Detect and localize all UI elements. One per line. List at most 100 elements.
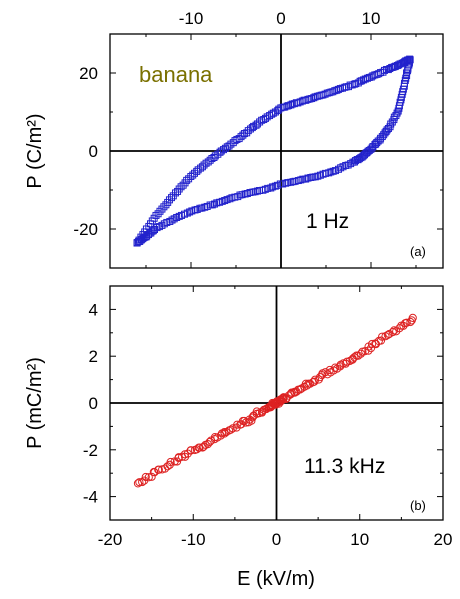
data-point [378, 332, 387, 341]
data-point [198, 163, 206, 171]
y-tick-label: 4 [89, 300, 98, 319]
data-point [327, 168, 335, 176]
data-point [156, 207, 164, 215]
y-tick-label: 20 [79, 64, 98, 83]
data-point [193, 205, 201, 213]
data-point [364, 74, 372, 82]
x-tick-label: -10 [179, 9, 204, 28]
data-point [331, 167, 339, 175]
data-point [287, 101, 295, 109]
data-point [160, 203, 168, 211]
data-point [154, 465, 163, 474]
data-point [149, 227, 157, 235]
panel-a-ticks [110, 33, 443, 269]
panel-b-tag: (b) [410, 498, 426, 513]
data-point [406, 317, 415, 327]
data-point [392, 112, 400, 120]
panel-a-frequency: 1 Hz [306, 210, 349, 233]
x-tick-label: 0 [276, 9, 285, 28]
data-point [264, 184, 272, 192]
data-point [266, 112, 274, 120]
data-point [269, 183, 277, 191]
panel-a-y-axis-title: P (C/m²) [24, 113, 46, 188]
data-point [380, 66, 388, 74]
data-point [395, 324, 404, 333]
data-point [168, 194, 176, 202]
data-point [185, 175, 193, 183]
x-tick-label: 20 [434, 530, 453, 549]
panel-b-frequency: 11.3 kHz [304, 455, 385, 478]
panel-a-tick-labels: -10 0 10 -20 0 20 [73, 9, 380, 239]
data-point [350, 353, 359, 362]
data-point [166, 457, 175, 467]
data-point [239, 131, 247, 139]
data-point [299, 175, 307, 183]
data-point [221, 197, 229, 205]
data-point [226, 425, 235, 434]
data-point [404, 67, 412, 75]
data-point [177, 183, 185, 191]
y-tick-label: -20 [73, 220, 98, 239]
data-point [179, 181, 187, 189]
data-point [217, 429, 227, 438]
data-point [295, 385, 305, 394]
data-point [304, 174, 312, 182]
data-point [168, 216, 176, 224]
data-point [394, 107, 402, 115]
data-point [268, 110, 276, 118]
data-point [186, 446, 196, 455]
x-tick-label: 0 [272, 530, 281, 549]
data-point [373, 139, 381, 147]
data-point [158, 205, 166, 213]
sample-label: banana [139, 62, 213, 87]
panel-a-tag: (a) [410, 244, 426, 259]
data-point [364, 346, 373, 355]
x-tick-label: -20 [98, 530, 123, 549]
data-point [227, 140, 235, 148]
data-point [180, 450, 189, 459]
data-point [233, 420, 242, 429]
data-point [189, 171, 197, 179]
panel-a-zero-lines [110, 34, 443, 268]
data-point [376, 336, 386, 345]
data-point [408, 313, 417, 322]
panel-b-data-points [133, 313, 417, 488]
data-point [311, 375, 320, 384]
data-point [205, 437, 214, 447]
data-point [243, 129, 251, 137]
data-point [188, 207, 196, 215]
data-point [250, 122, 258, 130]
data-point [284, 179, 292, 187]
data-point [356, 349, 366, 358]
data-point [256, 118, 264, 126]
data-point [154, 210, 162, 218]
data-point [347, 160, 355, 168]
x-tick-label: -10 [181, 530, 206, 549]
data-point [341, 83, 349, 91]
data-point [203, 202, 211, 210]
x-tick-label: 10 [362, 9, 381, 28]
data-point [247, 416, 256, 425]
data-point [213, 199, 221, 207]
data-point [221, 144, 229, 152]
data-point [178, 211, 186, 219]
data-point [141, 472, 150, 482]
data-point [236, 191, 244, 199]
data-point [165, 196, 173, 204]
data-point [181, 179, 189, 187]
data-point [144, 473, 153, 482]
data-point [341, 359, 350, 368]
data-point [248, 124, 256, 132]
panel-b-ticks [109, 285, 444, 521]
data-point [289, 178, 297, 186]
data-point [199, 442, 208, 451]
data-point [152, 211, 160, 219]
data-point [172, 189, 180, 197]
data-point [256, 187, 264, 195]
data-point [231, 137, 239, 145]
data-point [133, 239, 141, 247]
data-point [253, 187, 261, 195]
